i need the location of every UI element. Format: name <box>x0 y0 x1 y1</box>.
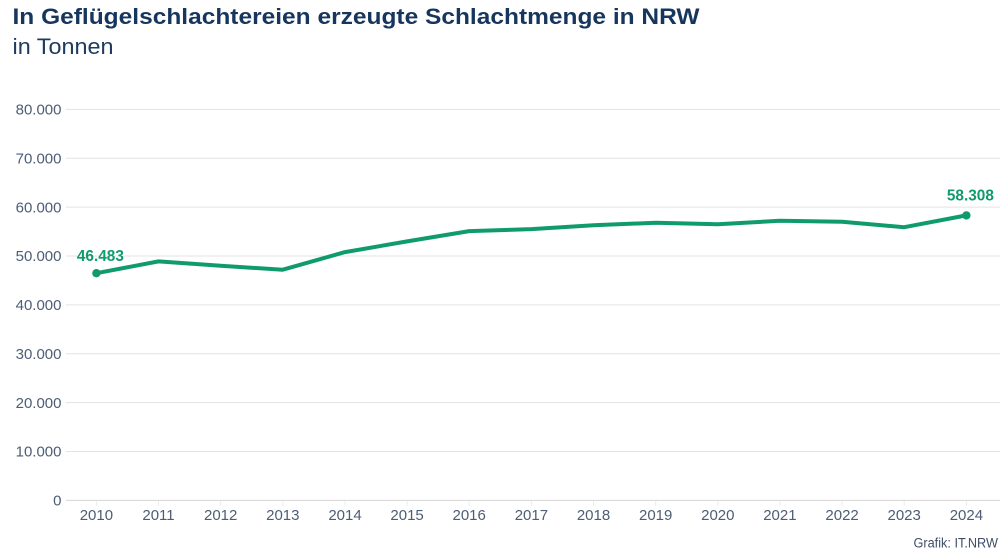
svg-text:2020: 2020 <box>701 507 734 524</box>
svg-text:2024: 2024 <box>950 507 983 524</box>
svg-text:2019: 2019 <box>639 507 672 524</box>
svg-text:58.308: 58.308 <box>947 187 994 204</box>
svg-text:50.000: 50.000 <box>16 248 62 265</box>
svg-text:2018: 2018 <box>577 507 610 524</box>
svg-text:2010: 2010 <box>80 507 113 524</box>
svg-text:2014: 2014 <box>328 507 361 524</box>
svg-text:in Tonnen: in Tonnen <box>13 34 114 59</box>
svg-text:30.000: 30.000 <box>16 346 62 363</box>
svg-text:20.000: 20.000 <box>16 395 62 412</box>
svg-text:80.000: 80.000 <box>16 102 62 119</box>
svg-text:2022: 2022 <box>825 507 858 524</box>
svg-text:0: 0 <box>53 493 61 510</box>
svg-text:2023: 2023 <box>888 507 921 524</box>
svg-text:46.483: 46.483 <box>77 248 124 265</box>
svg-text:60.000: 60.000 <box>16 199 62 216</box>
svg-text:2021: 2021 <box>763 507 796 524</box>
svg-text:2013: 2013 <box>266 507 299 524</box>
svg-text:10.000: 10.000 <box>16 444 62 461</box>
svg-text:2015: 2015 <box>390 507 423 524</box>
svg-text:Grafik: IT.NRW: Grafik: IT.NRW <box>914 536 999 551</box>
svg-text:2012: 2012 <box>204 507 237 524</box>
svg-text:40.000: 40.000 <box>16 297 62 314</box>
svg-text:2017: 2017 <box>515 507 548 524</box>
svg-text:70.000: 70.000 <box>16 151 62 168</box>
svg-text:2011: 2011 <box>142 507 174 524</box>
svg-text:In Geflügelschlachtereien erze: In Geflügelschlachtereien erzeugte Schla… <box>13 4 700 29</box>
svg-text:2016: 2016 <box>453 507 486 524</box>
